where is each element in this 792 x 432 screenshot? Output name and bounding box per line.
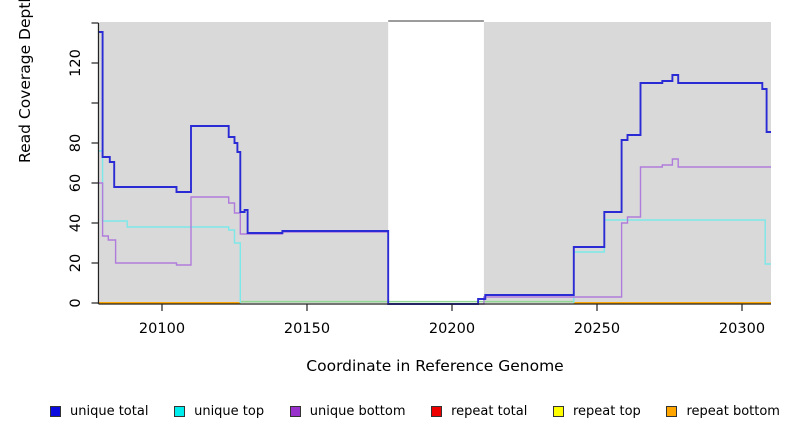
masked-region bbox=[388, 22, 484, 303]
legend-swatch-icon bbox=[289, 405, 301, 417]
legend-label: unique top bbox=[194, 403, 265, 419]
legend-label: unique bottom bbox=[309, 403, 406, 419]
legend-label: unique total bbox=[70, 403, 149, 419]
legend-item-repeat-bottom: repeat bottom bbox=[666, 404, 780, 419]
legend-swatch-icon bbox=[174, 405, 186, 417]
y-tick-label: 40 bbox=[68, 214, 84, 232]
legend-swatch-icon bbox=[431, 405, 443, 417]
legend-label: repeat top bbox=[573, 403, 641, 419]
chart-canvas: 20100 20150 20200 20250 20300 0 20 40 60 80 120 bbox=[68, 20, 771, 337]
x-tick-label: 20250 bbox=[574, 321, 620, 337]
legend-swatch-icon bbox=[50, 405, 61, 417]
legend-swatch-icon bbox=[553, 405, 564, 417]
legend-item-unique-total: unique total bbox=[50, 404, 148, 419]
legend-label: repeat bottom bbox=[686, 403, 780, 419]
y-tick-label: 20 bbox=[68, 254, 84, 272]
chart-legend: unique total unique top unique bottom repea… bbox=[0, 400, 792, 422]
x-tick-label: 20150 bbox=[284, 321, 330, 337]
y-axis-title: Read Coverage Depth bbox=[16, 0, 34, 163]
legend-swatch-icon bbox=[666, 405, 678, 417]
y-tick-label: 0 bbox=[68, 298, 84, 307]
legend-item-unique-bottom: unique bottom bbox=[289, 403, 406, 419]
y-tick-label: 80 bbox=[68, 134, 84, 152]
y-tick-label: 120 bbox=[68, 49, 84, 77]
y-tick-label: 60 bbox=[68, 174, 84, 192]
series-line-unique-total bbox=[98, 31, 771, 305]
legend-label: repeat total bbox=[451, 403, 528, 419]
x-axis-title: Coordinate in Reference Genome bbox=[306, 357, 564, 375]
x-tick-label: 20100 bbox=[139, 321, 185, 337]
x-tick-label: 20200 bbox=[429, 321, 475, 337]
x-tick-label: 20300 bbox=[719, 321, 765, 337]
legend-item-repeat-total: repeat total bbox=[431, 404, 527, 419]
legend-item-repeat-top: repeat top bbox=[553, 404, 641, 419]
legend-item-unique-top: unique top bbox=[174, 404, 264, 419]
